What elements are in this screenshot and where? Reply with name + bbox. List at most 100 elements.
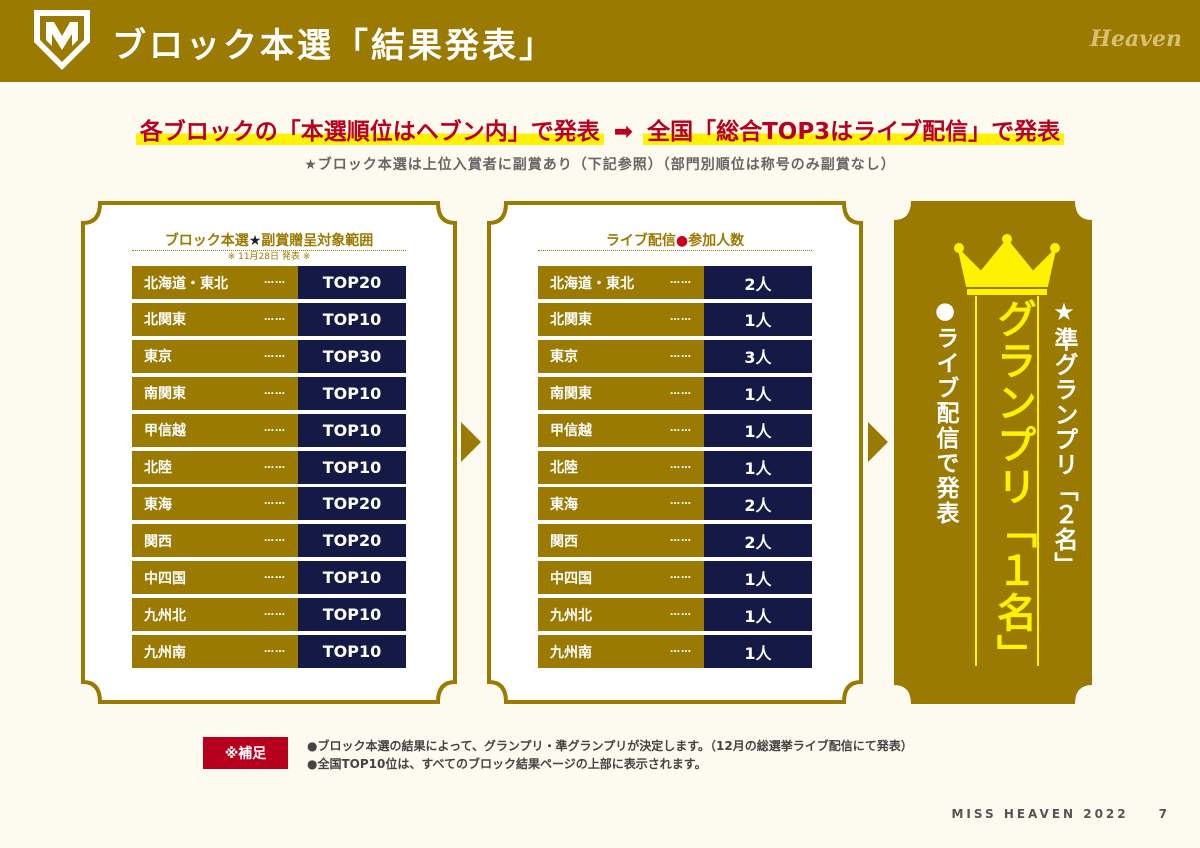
region-label: 関西 — [550, 533, 578, 550]
region-label: 九州南 — [144, 644, 186, 661]
table-row: 甲信越 …… 1人 — [538, 413, 812, 447]
supplement-note-1: ●ブロック本選の結果によって、グランプリ・準グランプリが決定します。（12月の総… — [307, 739, 913, 753]
region-cell: 北陸 …… — [132, 450, 298, 484]
table-row: 九州南 …… 1人 — [538, 635, 812, 668]
leader-dots: …… — [670, 311, 692, 323]
region-label: 九州北 — [550, 607, 592, 624]
grandprix-panel: ★準グランプリ「２名」 グランプリ「１名」 ●ライブ配信で発表 — [893, 200, 1093, 705]
headline-note: ★ブロック本選は上位入賞者に副賞あり（下記参照）（部門別順位は称号のみ副賞なし） — [304, 157, 896, 173]
region-label: 中四国 — [550, 570, 592, 587]
headline-part2: 全国「総合TOP3はライブ配信」で発表 — [643, 119, 1065, 145]
region-cell: 九州北 …… — [132, 598, 298, 632]
region-label: 関西 — [144, 533, 172, 550]
headline-part1: 各ブロックの「本選順位はヘブン内」で発表 — [135, 119, 604, 145]
leader-dots: …… — [264, 607, 286, 619]
region-label: 東海 — [144, 496, 172, 513]
leader-dots: …… — [670, 570, 692, 582]
value-cell: 1人 — [704, 302, 812, 336]
value-cell: TOP10 — [298, 413, 406, 447]
region-label: 北陸 — [144, 460, 172, 476]
region-label: 甲信越 — [144, 423, 186, 440]
shield-m-logo — [34, 10, 90, 70]
leader-dots: …… — [670, 275, 692, 286]
table-row: 九州北 …… 1人 — [538, 598, 812, 632]
table-row: 中四国 …… TOP10 — [132, 561, 406, 595]
table-row: 九州南 …… TOP10 — [132, 635, 406, 668]
divider — [132, 250, 406, 251]
live-participants-table: 北海道・東北…… 2人 北関東…… 1人 東京…… 3人 南関東…… 1人 甲信越…… 1人 北陸…… — [538, 266, 812, 670]
value-cell: 2人 — [704, 487, 812, 521]
region-cell: 関西 …… — [538, 524, 704, 558]
value-cell: TOP20 — [298, 487, 406, 521]
chevron-right-icon — [461, 422, 481, 462]
table-row: 北陸 …… TOP10 — [132, 450, 406, 484]
region-cell: 中四国 …… — [132, 561, 298, 595]
panel1-title: ブロック本選★副賞贈呈対象範囲 — [80, 230, 458, 250]
leader-dots: …… — [264, 275, 286, 286]
table-row: 北陸 …… 1人 — [538, 450, 812, 484]
table-row: 甲信越 …… TOP10 — [132, 413, 406, 447]
region-label: 東京 — [550, 349, 578, 366]
leader-dots: …… — [264, 385, 286, 397]
value-cell: TOP20 — [298, 266, 406, 299]
leader-dots: …… — [264, 459, 286, 471]
star-icon: ★ — [248, 233, 262, 249]
brand-logo-text: Heaven — [1090, 26, 1182, 52]
red-dot-icon: ● — [675, 233, 689, 249]
region-label: 南関東 — [144, 386, 186, 403]
leader-dots: …… — [670, 644, 692, 655]
region-cell: 甲信越 …… — [132, 413, 298, 447]
page-title: ブロック本選「結果発表」 — [112, 26, 556, 66]
crown-icon — [954, 234, 1060, 295]
region-cell: 北関東 …… — [132, 302, 298, 336]
region-cell: 関西 …… — [132, 524, 298, 558]
value-cell: 1人 — [704, 376, 812, 410]
value-cell: 1人 — [704, 450, 812, 484]
region-cell: 南関東 …… — [132, 376, 298, 410]
prize-range-table: 北海道・東北 …… TOP20 北関東 …… TOP10 東京 …… TOP30 南関東 …… TOP… — [132, 266, 406, 670]
region-cell: 東海 …… — [538, 487, 704, 521]
panel2-title-b: 参加人数 — [688, 233, 745, 249]
table-row: 東京 …… 3人 — [538, 339, 812, 373]
grandprix-text: グランプリ「１名」 — [990, 298, 1036, 676]
region-label: 南関東 — [550, 386, 592, 403]
headline: 各ブロックの「本選順位はヘブン内」で発表 ➡ 全国「総合TOP3はライブ配信」で発表 — [0, 112, 1200, 146]
table-row: 北海道・東北 …… 2人 — [538, 266, 812, 299]
chevron-right-icon — [868, 422, 888, 462]
region-cell: 北海道・東北 …… — [132, 266, 298, 299]
supplement-tag: ※補足 — [203, 737, 288, 769]
region-label: 北関東 — [550, 312, 592, 329]
panel-frame — [894, 201, 1092, 704]
value-cell: TOP10 — [298, 450, 406, 484]
leader-dots: …… — [264, 570, 286, 582]
value-cell: TOP10 — [298, 376, 406, 410]
leader-dots: …… — [670, 348, 692, 360]
value-cell: 1人 — [704, 635, 812, 668]
region-cell: 南関東 …… — [538, 376, 704, 410]
table-row: 北海道・東北 …… TOP20 — [132, 266, 406, 299]
region-cell: 北海道・東北 …… — [538, 266, 704, 299]
region-label: 九州北 — [144, 607, 186, 624]
value-cell: 1人 — [704, 598, 812, 632]
table-row: 東海 …… 2人 — [538, 487, 812, 521]
region-label: 北海道・東北 — [144, 275, 228, 292]
value-cell: TOP20 — [298, 524, 406, 558]
value-cell: TOP10 — [298, 598, 406, 632]
leader-dots: …… — [264, 644, 286, 655]
leader-dots: …… — [264, 533, 286, 545]
region-cell: 東海 …… — [132, 487, 298, 521]
table-row: 関西 …… TOP20 — [132, 524, 406, 558]
value-cell: 3人 — [704, 339, 812, 373]
value-cell: TOP10 — [298, 302, 406, 336]
supplement-note-2: ●全国TOP10位は、すべてのブロック結果ページの上部に表示されます。 — [307, 757, 707, 771]
value-cell: 2人 — [704, 524, 812, 558]
table-row: 東京 …… TOP30 — [132, 339, 406, 373]
value-cell: 1人 — [704, 413, 812, 447]
region-cell: 北関東 …… — [538, 302, 704, 336]
region-cell: 北陸 …… — [538, 450, 704, 484]
live-announce-text: ●ライブ配信で発表 — [932, 298, 958, 526]
page-footer: MISS HEAVEN 2022 7 — [951, 807, 1170, 821]
divider — [538, 250, 812, 251]
region-cell: 甲信越 …… — [538, 413, 704, 447]
live-participants-panel: ライブ配信●参加人数 北海道・東北…… 2人 北関東…… 1人 東京…… 3人 南関東…… 1… — [486, 200, 864, 705]
